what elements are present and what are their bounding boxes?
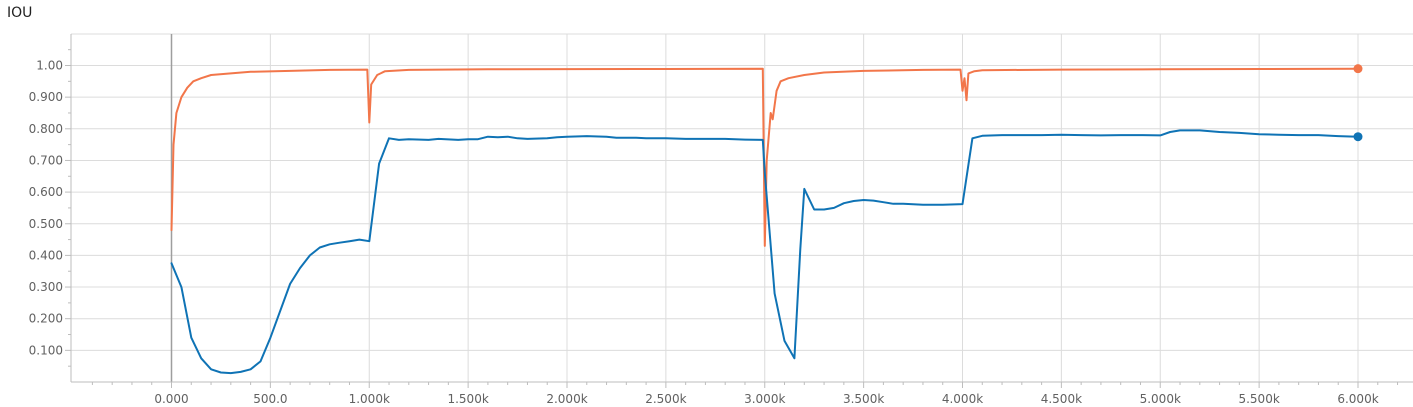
series-line-0[interactable]: [170, 67, 1359, 247]
y-tick-label: 1.00: [36, 59, 63, 73]
x-tick-label: 4.500k: [1041, 392, 1082, 406]
y-tick-label: 0.200: [29, 312, 63, 326]
x-tick-label: 500.0: [253, 392, 287, 406]
axes: [65, 34, 1413, 388]
series-endpoint-marker-0[interactable]: [1353, 64, 1363, 74]
series-endpoint-marker-1[interactable]: [1353, 132, 1363, 142]
x-tick-label: 1.500k: [447, 392, 488, 406]
x-tick-label: 5.500k: [1238, 392, 1279, 406]
y-tick-label: 0.800: [29, 122, 63, 136]
y-tick-label: 0.300: [29, 280, 63, 294]
x-tick-label: 3.000k: [744, 392, 785, 406]
y-tick-label: 0.500: [29, 217, 63, 231]
tick-labels: 0.100 0.200 0.300 0.400 0.500 0.600 0.700 0.800…: [29, 59, 1379, 407]
x-tick-label: 6.000k: [1337, 392, 1378, 406]
x-tick-label: 5.000k: [1140, 392, 1181, 406]
series-line-1[interactable]: [170, 129, 1359, 375]
chart-title: IOU: [7, 5, 33, 21]
grid-lines: [71, 33, 1413, 382]
x-tick-label: 0.000: [154, 392, 188, 406]
x-tick-label: 2.500k: [645, 392, 686, 406]
series-lines[interactable]: [170, 64, 1363, 375]
y-tick-label: 0.900: [29, 90, 63, 104]
x-tick-label: 2.000k: [546, 392, 587, 406]
x-tick-label: 1.000k: [349, 392, 390, 406]
y-tick-label: 0.400: [29, 248, 63, 262]
y-tick-label: 0.100: [29, 343, 63, 357]
y-tick-label: 0.700: [29, 153, 63, 167]
x-tick-label: 3.500k: [843, 392, 884, 406]
x-tick-label: 4.000k: [942, 392, 983, 406]
y-tick-label: 0.600: [29, 185, 63, 199]
